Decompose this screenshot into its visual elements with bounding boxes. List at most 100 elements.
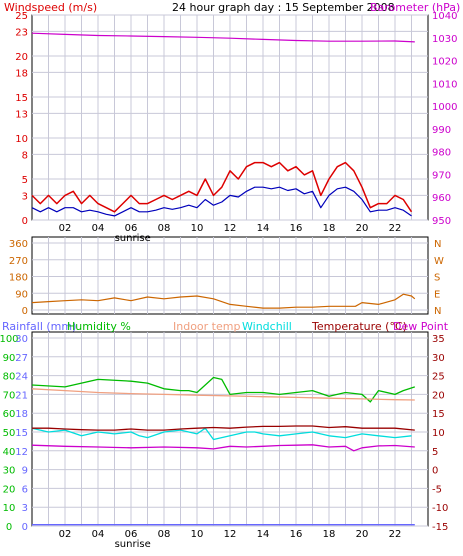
compass-tick: N (434, 306, 441, 317)
x-tick-label: 04 (92, 529, 105, 540)
barometer-line (31, 32, 415, 43)
x-tick-label: 12 (224, 529, 237, 540)
humidity-tick: 80 (3, 372, 16, 383)
windspeed-tick: 18 (15, 68, 28, 79)
temperature-tick: 5 (432, 447, 438, 458)
graph-title: 24 hour graph day : 15 September 2008 (172, 1, 395, 14)
temperature-line (32, 425, 415, 431)
barometer-tick: 960 (432, 193, 451, 204)
x-tick-label: 12 (224, 223, 237, 234)
direction-tick: 90 (15, 289, 28, 300)
humidity-label: Humidity % (67, 320, 131, 333)
x-tick-label: 06 (125, 529, 138, 540)
humidity-tick: 90 (3, 353, 16, 364)
temperature-tick: 25 (432, 372, 445, 383)
rainfall-tick: 30 (15, 334, 28, 345)
wind-average-line (31, 186, 412, 217)
barometer-tick: 1030 (432, 34, 457, 45)
windspeed-tick: 20 (15, 52, 28, 63)
humidity-tick: 100 (0, 334, 19, 345)
rainfall-tick: 3 (22, 503, 28, 514)
direction-tick: 270 (9, 256, 28, 267)
barometer-tick: 1000 (432, 102, 457, 113)
windchill-label: Windchill (242, 320, 292, 333)
windspeed-tick: 13 (15, 109, 28, 120)
rainfall-tick: 24 (15, 372, 28, 383)
compass-tick: S (434, 273, 440, 284)
windspeed-tick: 25 (15, 11, 28, 22)
x-tick-label: 14 (257, 529, 270, 540)
x-tick-label: 16 (290, 223, 303, 234)
humidity-tick: 50 (3, 428, 16, 439)
rainfall-tick: 18 (15, 409, 28, 420)
windspeed-tick: 15 (15, 93, 28, 104)
barometer-tick: 1040 (432, 11, 457, 22)
windspeed-tick: 3 (22, 191, 28, 202)
barometer-tick: 950 (432, 216, 451, 227)
rainfall-tick: 15 (15, 428, 28, 439)
windspeed-label: Windspeed (m/s) (4, 1, 97, 14)
x-tick-label: 10 (191, 529, 204, 540)
barometer-tick: 970 (432, 170, 451, 181)
x-tick-label: 18 (323, 529, 336, 540)
wind-direction-line (31, 293, 416, 309)
direction-tick: 0 (22, 306, 28, 317)
barometer-tick: 980 (432, 148, 451, 159)
temperature-tick: -15 (432, 522, 448, 533)
x-tick-label: 08 (158, 529, 171, 540)
x-tick-label: 14 (257, 223, 270, 234)
direction-tick: 360 (9, 239, 28, 250)
x-tick-label: 20 (356, 529, 369, 540)
temperature-label: Temperature (°C) (311, 320, 407, 333)
humidity-tick: 0 (6, 522, 12, 533)
barometer-tick: 990 (432, 125, 451, 136)
humidity-line (31, 376, 415, 403)
windchill-line (31, 427, 412, 441)
x-tick-label: 08 (158, 223, 171, 234)
windspeed-tick: 0 (22, 216, 28, 227)
windspeed-tick: 8 (22, 150, 28, 161)
humidity-tick: 60 (3, 409, 16, 420)
temperature-tick: -5 (432, 484, 442, 495)
sunrise-label: sunrise (115, 539, 151, 550)
humidity-tick: 30 (3, 466, 16, 477)
x-tick-label: 02 (59, 223, 72, 234)
direction-tick: 180 (9, 273, 28, 284)
x-tick-label: 04 (92, 223, 105, 234)
humidity-tick: 70 (3, 390, 16, 401)
barometer-label: Barometer (hPa) (370, 1, 460, 14)
temperature-tick: 20 (432, 390, 445, 401)
x-tick-label: 22 (389, 223, 402, 234)
x-tick-label: 18 (323, 223, 336, 234)
windspeed-tick: 23 (15, 27, 28, 38)
x-tick-label: 20 (356, 223, 369, 234)
humidity-tick: 40 (3, 447, 16, 458)
wind-gust-line (31, 161, 413, 213)
dewpoint-label: Dew Point (393, 320, 449, 333)
barometer-tick: 1010 (432, 79, 457, 90)
humidity-tick: 20 (3, 484, 16, 495)
temperature-tick: 15 (432, 409, 445, 420)
rainfall-tick: 12 (15, 447, 28, 458)
rainfall-tick: 6 (22, 484, 28, 495)
indoor-temp-label: Indoor temp (173, 320, 240, 333)
temperature-tick: 30 (432, 353, 445, 364)
windspeed-tick: 10 (15, 134, 28, 145)
rainfall-tick: 9 (22, 466, 28, 477)
compass-tick: N (434, 239, 441, 250)
x-tick-label: 02 (59, 529, 72, 540)
rainfall-label: Rainfall (mm) (2, 320, 76, 333)
compass-tick: W (434, 256, 444, 267)
rainfall-tick: 27 (15, 353, 28, 364)
barometer-tick: 1020 (432, 57, 457, 68)
sunrise-label: sunrise (115, 233, 151, 244)
rainfall-tick: 21 (15, 390, 28, 401)
x-tick-label: 06 (125, 223, 138, 234)
x-tick-label: 22 (389, 529, 402, 540)
compass-tick: E (434, 289, 440, 300)
indoor-temp-line (31, 388, 415, 401)
temperature-tick: -10 (432, 503, 448, 514)
rainfall-tick: 0 (22, 522, 28, 533)
temperature-tick: 0 (432, 466, 438, 477)
